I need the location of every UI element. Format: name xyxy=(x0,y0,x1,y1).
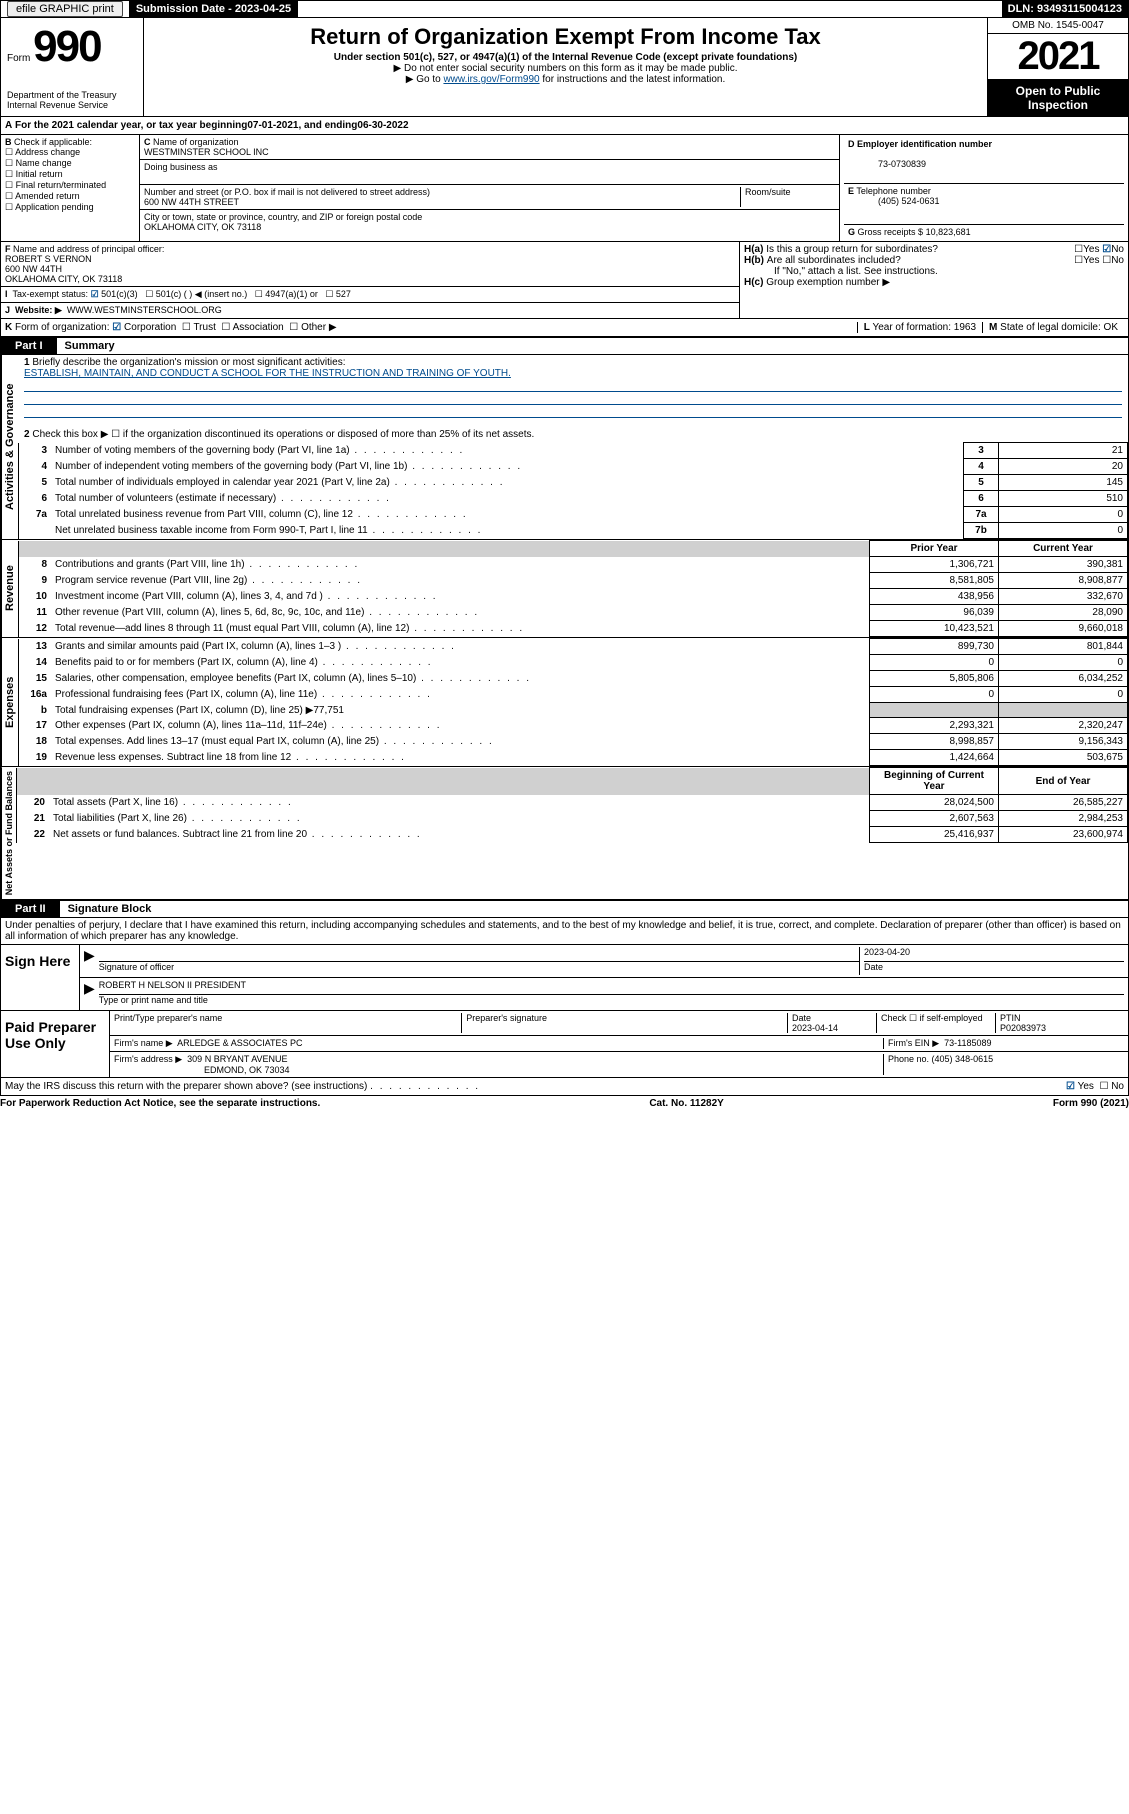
omb-number: OMB No. 1545-0047 xyxy=(988,18,1128,34)
submission-date-label: Submission Date - xyxy=(136,3,235,15)
firm-phone: (405) 348-0615 xyxy=(932,1054,994,1064)
page-footer: For Paperwork Reduction Act Notice, see … xyxy=(0,1096,1129,1111)
state-domicile: OK xyxy=(1104,322,1118,333)
section-bcd: B Check if applicable: ☐ Address change … xyxy=(0,135,1129,242)
part1-governance: Activities & Governance 1 Briefly descri… xyxy=(0,355,1129,540)
paid-preparer-block: Paid Preparer Use Only Print/Type prepar… xyxy=(0,1011,1129,1078)
line-klm: K Form of organization: ☑ Corporation ☐ … xyxy=(0,319,1129,337)
irs-link[interactable]: www.irs.gov/Form990 xyxy=(443,74,539,85)
part1-header: Part I Summary xyxy=(0,337,1129,355)
chk-discuss-yes[interactable]: ☑ xyxy=(1066,1081,1075,1092)
part2-declaration: Under penalties of perjury, I declare th… xyxy=(0,918,1129,945)
telephone-value: (405) 524-0631 xyxy=(848,196,940,206)
department-label: Department of the Treasury Internal Reve… xyxy=(7,90,137,110)
efile-label: efile GRAPHIC print xyxy=(7,1,123,17)
revenue-table: Prior Year Current Year8 Contributions a… xyxy=(18,540,1128,637)
governance-table: 3 Number of voting members of the govern… xyxy=(18,442,1128,539)
firm-ein: 73-1185089 xyxy=(944,1038,991,1048)
chk-501c3[interactable]: ☑ xyxy=(91,289,99,299)
part1-revenue: Revenue Prior Year Current Year8 Contrib… xyxy=(0,540,1129,638)
sign-here-block: Sign Here ▶ Signature of officer 2023-04… xyxy=(0,945,1129,1011)
chk-ha-no[interactable]: ☑ xyxy=(1102,244,1111,255)
sign-here-label: Sign Here xyxy=(1,945,80,1010)
box-d-e-g: D Employer identification number 73-0730… xyxy=(840,135,1128,241)
side-netassets: Net Assets or Fund Balances xyxy=(1,767,16,899)
box-c: C Name of organization WESTMINSTER SCHOO… xyxy=(140,135,840,241)
discuss-line: May the IRS discuss this return with the… xyxy=(0,1078,1129,1096)
ptin-value: P02083973 xyxy=(1000,1023,1046,1033)
side-governance: Activities & Governance xyxy=(1,355,18,539)
officer-sig-date: 2023-04-20 xyxy=(864,947,1124,962)
side-revenue: Revenue xyxy=(1,540,18,637)
firm-addr2: EDMOND, OK 73034 xyxy=(114,1065,290,1075)
dln-label: DLN: xyxy=(1008,3,1037,15)
officer-addr1: 600 NW 44TH xyxy=(5,264,62,274)
part1-netassets: Net Assets or Fund Balances Beginning of… xyxy=(0,767,1129,900)
org-street: 600 NW 44TH STREET xyxy=(144,197,239,207)
form-word: Form xyxy=(7,53,30,64)
part2-header: Part II Signature Block xyxy=(0,900,1129,918)
gross-receipts: 10,823,681 xyxy=(926,227,971,237)
expenses-table: 13 Grants and similar amounts paid (Part… xyxy=(18,638,1128,766)
form-note-2: ▶ Go to www.irs.gov/Form990 for instruct… xyxy=(148,74,983,85)
officer-name: ROBERT S VERNON xyxy=(5,254,92,264)
firm-name: ARLEDGE & ASSOCIATES PC xyxy=(177,1038,302,1048)
form-subtitle: Under section 501(c), 527, or 4947(a)(1)… xyxy=(148,52,983,63)
mission-text: ESTABLISH, MAINTAIN, AND CONDUCT A SCHOO… xyxy=(24,368,511,379)
chk-amended-return[interactable]: ☐ Amended return xyxy=(5,191,80,201)
open-inspection-label: Open to Public Inspection xyxy=(988,80,1128,116)
dln-value: 93493115004123 xyxy=(1037,3,1122,15)
chk-corporation[interactable]: ☑ xyxy=(112,322,121,333)
form-header: Form 990 Department of the Treasury Inte… xyxy=(0,18,1129,117)
part1-expenses: Expenses 13 Grants and similar amounts p… xyxy=(0,638,1129,767)
netassets-table: Beginning of Current Year End of Year20 … xyxy=(16,767,1128,843)
paid-preparer-label: Paid Preparer Use Only xyxy=(1,1011,110,1077)
chk-name-change[interactable]: ☐ Name change xyxy=(5,158,72,168)
org-city: OKLAHOMA CITY, OK 73118 xyxy=(144,222,261,232)
box-b: B Check if applicable: ☐ Address change … xyxy=(1,135,140,241)
line-a: A For the 2021 calendar year, or tax yea… xyxy=(0,117,1129,135)
chk-application-pending[interactable]: ☐ Application pending xyxy=(5,202,94,212)
section-fh: F Name and address of principal officer:… xyxy=(0,242,1129,319)
side-expenses: Expenses xyxy=(1,638,18,766)
tax-year: 2021 xyxy=(988,34,1128,80)
form-number: 990 xyxy=(33,22,100,71)
chk-initial-return[interactable]: ☐ Initial return xyxy=(5,169,63,179)
officer-addr2: OKLAHOMA CITY, OK 73118 xyxy=(5,274,122,284)
officer-printed-name: ROBERT H NELSON II PRESIDENT xyxy=(99,980,1124,995)
ein-value: 73-0730839 xyxy=(848,159,926,169)
submission-date: 2023-04-25 xyxy=(235,3,291,15)
top-bar: efile GRAPHIC print Submission Date - 20… xyxy=(0,0,1129,18)
year-formation: 1963 xyxy=(954,322,976,333)
form-note-1: ▶ Do not enter social security numbers o… xyxy=(148,63,983,74)
firm-addr1: 309 N BRYANT AVENUE xyxy=(187,1054,287,1064)
form-title: Return of Organization Exempt From Incom… xyxy=(148,24,983,50)
preparer-date: 2023-04-14 xyxy=(792,1023,838,1033)
website-value: WWW.WESTMINSTERSCHOOL.ORG xyxy=(67,305,222,315)
chk-final-return[interactable]: ☐ Final return/terminated xyxy=(5,180,106,190)
chk-address-change[interactable]: ☐ Address change xyxy=(5,147,80,157)
org-name: WESTMINSTER SCHOOL INC xyxy=(144,147,269,157)
